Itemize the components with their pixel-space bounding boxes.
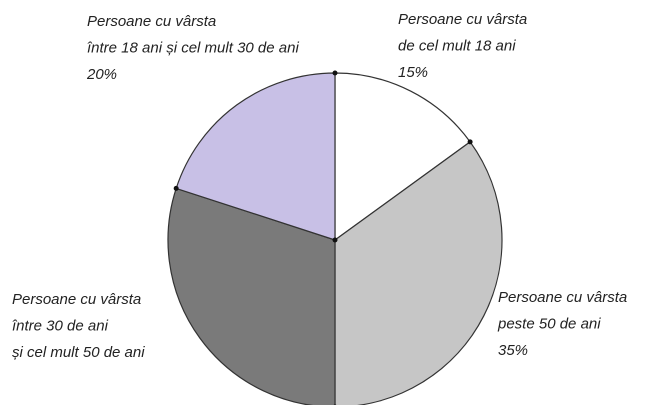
pie-slice: [175, 72, 336, 241]
value-label: 35%: [498, 342, 528, 359]
pie-slice: [334, 72, 471, 242]
slice-label: de cel mult 18 ani: [398, 37, 516, 54]
value-label: 20%: [86, 66, 117, 83]
center-point: [332, 237, 338, 243]
slice-point: [467, 139, 473, 145]
slice-label: Persoane cu vârsta: [398, 11, 527, 28]
pie-slice: [334, 141, 503, 405]
slice-label: între 18 ani și cel mult 30 de ani: [87, 39, 299, 56]
slice-label: peste 50 de ani: [497, 315, 601, 332]
slice-label: Persoane cu vârsta: [498, 289, 627, 306]
slice-point: [173, 185, 179, 191]
value-label: 15%: [398, 64, 428, 81]
slice-label: Persoane cu vârsta: [12, 291, 141, 308]
pie-slice: [167, 187, 336, 405]
slice-label: între 30 de ani: [12, 317, 109, 334]
slice-label: și cel mult 50 de ani: [12, 344, 145, 361]
slice-point: [332, 70, 338, 76]
slice-label: Persoane cu vârsta: [87, 13, 216, 30]
